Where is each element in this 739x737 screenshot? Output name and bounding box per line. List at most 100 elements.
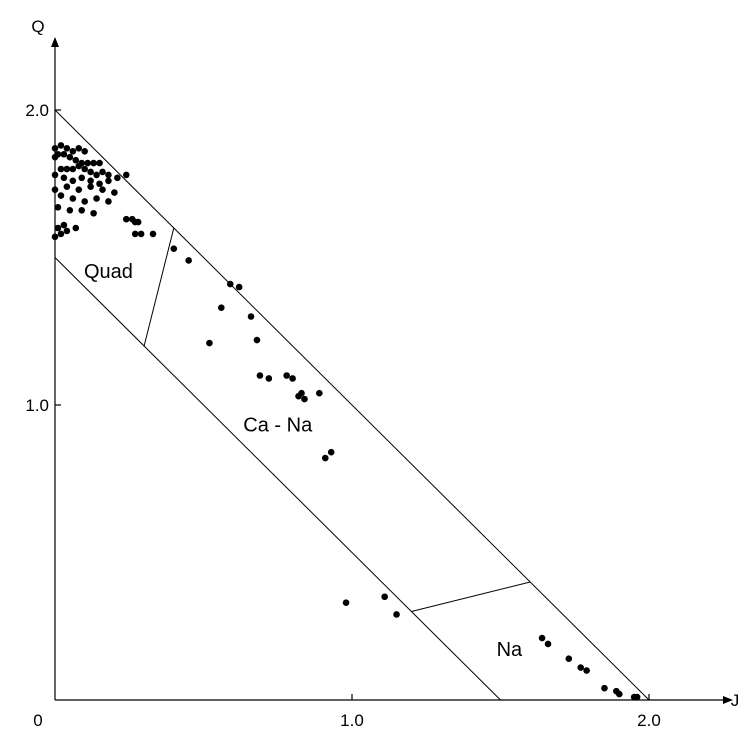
field-label-ca-na: Ca - Na <box>243 415 313 437</box>
data-point <box>60 150 68 158</box>
data-point <box>265 375 273 382</box>
field-boundary-ca-na-na-divider <box>411 581 531 612</box>
data-point <box>69 148 77 155</box>
field-boundaries <box>54 109 650 701</box>
field-label-na: Na <box>497 639 523 661</box>
data-point <box>289 375 296 382</box>
data-point <box>577 664 584 671</box>
data-point <box>90 159 97 167</box>
x-axis-title: J <box>731 691 739 710</box>
data-point <box>81 198 88 205</box>
y-tick-label: 2.0 <box>25 101 49 120</box>
data-point <box>90 209 97 217</box>
data-point <box>218 304 225 311</box>
data-point <box>283 372 290 379</box>
data-point <box>131 230 139 238</box>
data-point <box>342 599 350 606</box>
data-point <box>327 448 335 456</box>
data-point <box>78 174 86 182</box>
data-point <box>84 159 91 167</box>
data-point <box>57 165 65 173</box>
data-point <box>538 634 546 642</box>
data-point <box>54 224 62 232</box>
data-point <box>51 233 59 241</box>
data-point <box>75 186 83 193</box>
data-point <box>87 183 94 190</box>
data-point <box>583 667 590 674</box>
data-point <box>93 195 100 202</box>
data-point <box>633 693 641 701</box>
data-point <box>87 168 94 176</box>
data-point <box>66 207 74 214</box>
data-point <box>565 655 573 662</box>
data-point <box>69 177 77 185</box>
data-point <box>96 180 103 188</box>
data-point <box>301 395 308 403</box>
data-point <box>78 207 86 214</box>
data-point <box>69 165 77 173</box>
x-tick-label: 1.0 <box>340 711 364 730</box>
data-point <box>81 165 88 173</box>
data-point <box>226 280 234 288</box>
data-point <box>114 174 121 182</box>
data-point <box>316 389 323 397</box>
data-point <box>170 245 178 252</box>
data-point <box>57 192 65 199</box>
data-point <box>601 684 608 692</box>
data-point <box>149 230 157 238</box>
origin-label: 0 <box>33 711 42 730</box>
data-point <box>253 336 261 344</box>
field-boundary-lower-limit <box>54 257 501 701</box>
data-point <box>105 198 112 205</box>
field-boundary-upper-limit <box>54 109 650 701</box>
data-point <box>51 153 59 161</box>
data-points <box>51 142 641 701</box>
data-point <box>381 593 388 601</box>
data-point <box>51 171 59 179</box>
tick-labels: 1.0 2.0 1.0 2.0 <box>25 101 660 730</box>
data-point <box>51 186 59 193</box>
data-point <box>63 183 71 190</box>
data-point <box>393 611 400 618</box>
data-point <box>99 168 106 176</box>
data-point <box>66 153 74 161</box>
data-point <box>93 171 100 179</box>
data-point <box>51 145 59 152</box>
data-point <box>137 230 145 238</box>
data-point <box>616 690 623 698</box>
data-point <box>298 389 305 397</box>
data-point <box>247 313 255 320</box>
data-point <box>122 171 130 179</box>
data-point <box>63 145 71 152</box>
data-point <box>235 283 243 291</box>
data-point <box>69 195 77 202</box>
data-point <box>75 145 83 152</box>
y-tick-label: 1.0 <box>25 396 49 415</box>
field-label-quad: Quad <box>84 261 133 283</box>
data-point <box>75 162 83 170</box>
data-point <box>60 174 68 182</box>
data-point <box>122 215 130 223</box>
data-point <box>72 224 80 232</box>
data-point <box>54 204 62 211</box>
y-axis-title: Q <box>31 17 44 36</box>
data-point <box>57 230 65 238</box>
data-point <box>87 177 94 185</box>
data-point <box>544 640 552 648</box>
data-point <box>111 189 118 196</box>
data-point <box>321 454 329 462</box>
data-point <box>185 257 192 264</box>
data-point <box>206 339 213 347</box>
x-tick-label: 2.0 <box>637 711 661 730</box>
data-point <box>134 218 142 226</box>
data-point <box>105 177 112 185</box>
data-point <box>63 227 71 235</box>
data-point <box>60 221 68 229</box>
field-labels: Quad Ca - Na Na <box>84 261 523 661</box>
data-point <box>57 142 65 149</box>
data-point <box>63 165 71 173</box>
data-point <box>81 148 88 155</box>
data-point <box>99 186 106 193</box>
data-point <box>72 156 80 164</box>
